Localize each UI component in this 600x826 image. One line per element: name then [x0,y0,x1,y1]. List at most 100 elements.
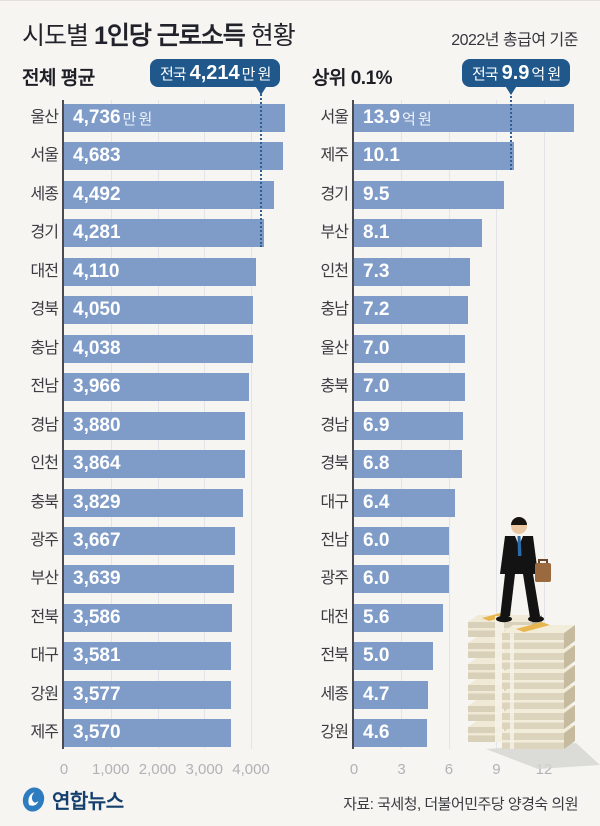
bar-row: 인천 3,864 [20,450,292,479]
bar-row: 부산 3,639 [20,565,292,594]
bar-value-label: 4.7 [363,683,390,705]
value-bar: 4,110 [64,257,257,286]
category-label: 광주 [30,531,59,549]
bar-value-label: 3,581 [73,645,121,667]
title-suffix: 현황 [244,22,296,50]
bar-value-label: 6.9 [363,414,390,436]
bar-value-label: 4,281 [73,222,121,244]
category-label: 충남 [30,339,59,357]
gridline [251,100,252,749]
bar-row: 세종 4,492 [20,180,292,209]
bar-row: 울산 4,736 만 원 [20,104,292,132]
value-bar: 8.1 [354,219,483,248]
bar-value-label: 3,586 [73,606,121,628]
x-axis-tick: 0 [349,761,359,778]
value-bar: 4,281 [64,219,265,248]
bar-value-label: 3,570 [73,722,121,744]
category-label: 충남 [320,301,349,319]
category-label: 세종 [320,685,349,703]
bar-row: 제주 10.1 [310,142,582,171]
bar-unit-label: 만 원 [122,110,153,128]
national-average-line [509,87,512,171]
value-bar: 7.0 [354,373,465,402]
category-label: 제주 [30,724,59,742]
bar-value-label: 4,683 [73,145,121,167]
value-bar: 3,570 [64,719,231,748]
value-bar: 3,667 [64,526,236,555]
bar-row: 충남 4,038 [20,334,292,363]
value-bar: 4,736 만 원 [64,104,286,132]
national-average-callout: 전국 4,214 만 원 [150,59,281,87]
category-label: 부산 [30,570,59,588]
x-axis-tick: 3 [397,761,406,778]
bar-value-label: 3,829 [73,491,121,513]
value-bar: 3,966 [64,373,250,402]
bar-value-label: 3,667 [73,529,121,551]
chart-top-0-1-percent: 상위 0.1% 전국 9.9 억 원 0 3 6 9 12 서울 13.9 억 원 제주 10.1 경기… [310,59,582,791]
bar-row: 광주 6.0 [310,565,582,594]
category-label: 제주 [320,147,349,165]
category-label: 전남 [30,378,59,396]
bar-unit-label: 억 원 [401,110,432,128]
value-bar: 3,577 [64,680,232,709]
category-label: 전남 [320,531,349,549]
value-bar: 4.6 [354,719,427,748]
category-label: 경북 [320,455,349,473]
bar-value-label: 3,880 [73,414,121,436]
bar-value-label: 7.3 [363,260,390,282]
national-average-line [260,87,262,248]
y-axis-line [352,100,354,749]
x-axis-tick: 2,000 [138,761,177,778]
category-label: 경남 [320,416,349,434]
bar-value-label: 6.4 [363,491,390,513]
bar-row: 전북 3,586 [20,603,292,632]
bar-value-label: 5.6 [363,606,390,628]
bar-value-label: 3,966 [73,376,121,398]
businessman [496,517,551,623]
category-label: 서울 [30,147,59,165]
bar-row: 인천 7.3 [310,257,582,286]
category-label: 충북 [320,378,349,396]
value-bar: 6.0 [354,565,449,594]
bar-value-label: 4,492 [73,183,121,205]
category-label: 경북 [30,301,59,319]
bar-value-label: 9.5 [363,183,390,205]
bar-value-label: 4,736 [73,107,121,128]
bar-row: 제주 3,570 [20,719,292,748]
x-axis-tick: 3,000 [185,761,224,778]
bar-value-label: 7.2 [363,299,390,321]
bar-value-label: 5.0 [363,645,390,667]
category-label: 세종 [30,185,59,203]
value-bar: 4,492 [64,180,274,209]
value-bar: 4.7 [354,680,429,709]
bar-value-label: 3,577 [73,683,121,705]
bar-row: 강원 4.6 [310,719,582,748]
value-bar: 3,639 [64,565,235,594]
callout-value: 9.9 [501,61,530,84]
bar-row: 경북 6.8 [310,450,582,479]
callout-value: 4,214 [189,61,240,84]
category-label: 부산 [320,224,349,242]
bar-row: 대전 5.6 [310,603,582,632]
callout-prefix: 전국 [160,65,187,83]
value-bar: 9.5 [354,180,505,209]
value-bar: 4,050 [64,296,254,325]
bar-value-label: 7.0 [363,337,390,359]
bar-row: 광주 3,667 [20,526,292,555]
value-bar: 4,683 [64,142,283,171]
category-label: 강원 [30,685,59,703]
callout-prefix: 전국 [472,65,499,83]
x-axis-tick: 6 [444,761,454,778]
category-label: 광주 [320,570,349,588]
logo-text: 연합뉴스 [52,791,124,813]
source-credit: 자료: 국세청, 더불어민주당 양경숙 의원 [343,796,578,813]
value-bar: 3,581 [64,642,232,671]
shadow [486,743,600,769]
subtitle: 2022년 총급여 기준 [451,32,578,49]
bar-value-label: 8.1 [363,222,390,244]
value-bar: 7.2 [354,296,468,325]
value-bar: 13.9 억 원 [354,104,575,132]
category-label: 대구 [320,493,349,511]
chart-title-top: 상위 0.1% [312,68,393,89]
category-label: 전북 [30,608,59,626]
